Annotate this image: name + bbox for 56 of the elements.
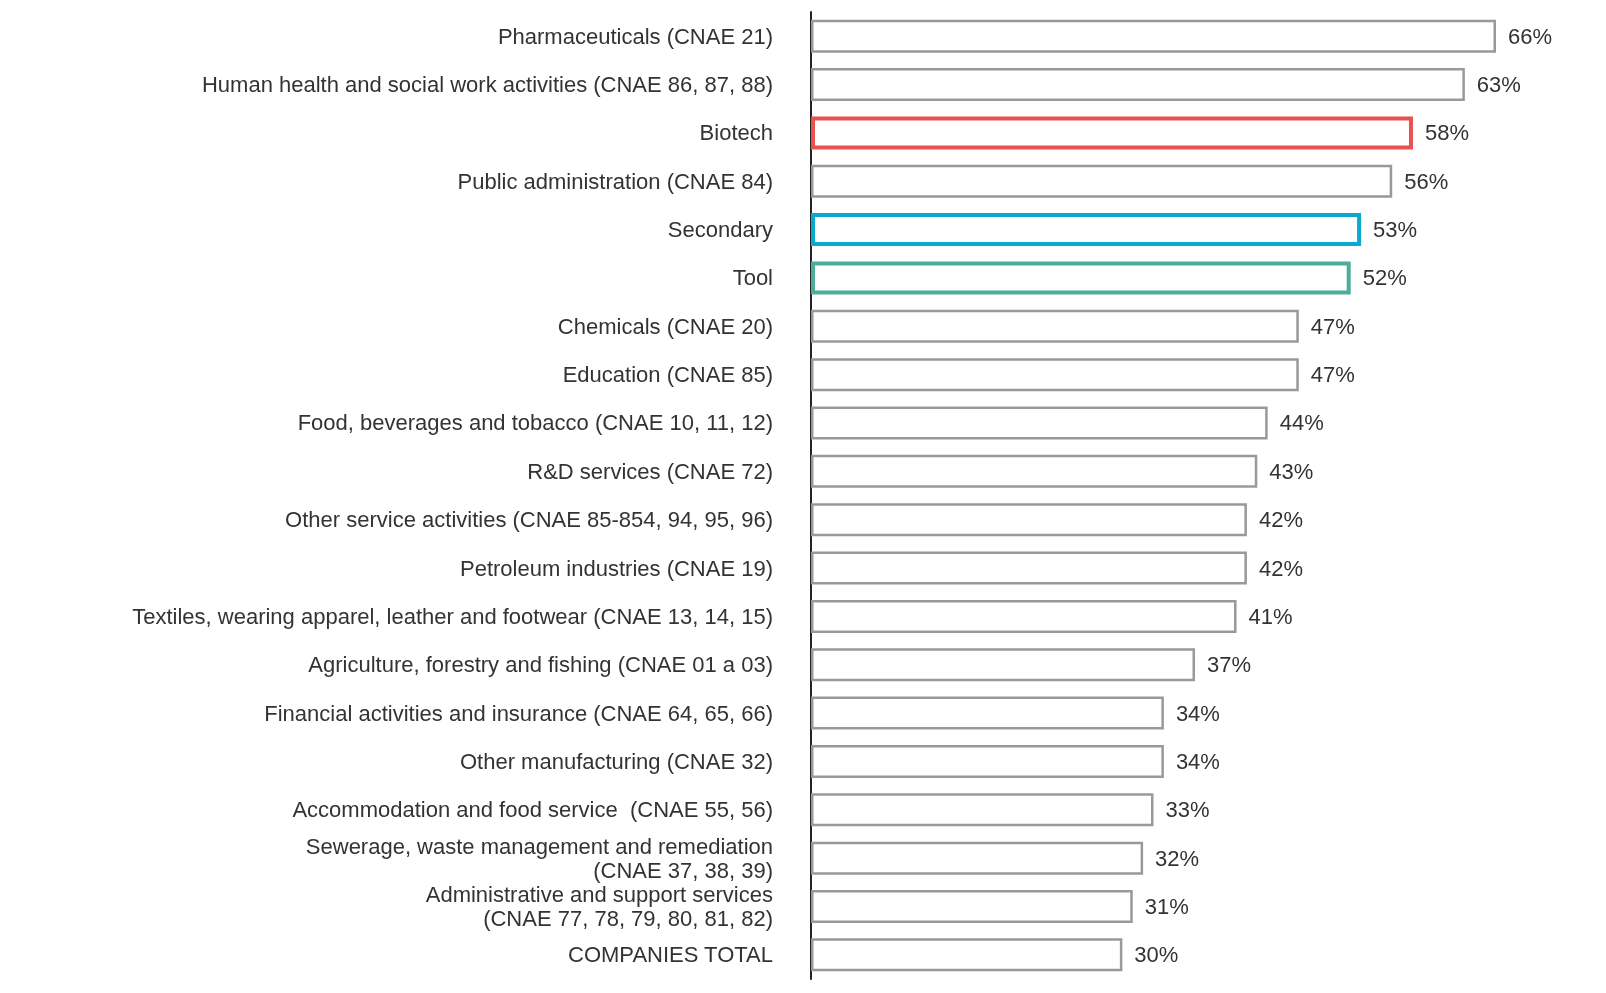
data-label: 52% — [1362, 265, 1407, 291]
y-tick-label: Financial activities and insurance (CNAE 64, 65, 66) — [264, 700, 773, 726]
data-label: 66% — [1508, 23, 1553, 49]
bar — [811, 889, 1133, 923]
y-tick-label: COMPANIES TOTAL — [568, 942, 773, 968]
bar — [811, 309, 1299, 343]
data-label: 30% — [1134, 942, 1179, 968]
bar — [811, 406, 1268, 440]
y-tick-label: Secondary — [667, 217, 773, 243]
data-label: 42% — [1258, 507, 1303, 533]
data-label: 33% — [1165, 797, 1210, 823]
y-tick-label: Public administration (CNAE 84) — [457, 168, 773, 194]
data-label: 43% — [1269, 458, 1314, 484]
bar — [811, 696, 1164, 730]
bar — [811, 744, 1164, 778]
y-tick-label: Other service activities (CNAE 85-854, 94, 95, 96) — [285, 507, 773, 533]
y-tick-label: Other manufacturing (CNAE 32) — [459, 748, 773, 774]
y-tick-label: Petroleum industries (CNAE 19) — [459, 555, 773, 581]
data-label: 31% — [1144, 893, 1189, 919]
y-tick-label: Food, beverages and tobacco (CNAE 10, 11, 12) — [297, 410, 773, 436]
y-tick-label: Textiles, wearing apparel, leather and footwear (CNAE 13, 14, 15) — [132, 603, 773, 629]
y-tick-label: Agriculture, forestry and fishing (CNAE 01 a 03) — [308, 652, 773, 678]
data-label: 44% — [1279, 410, 1324, 436]
bar — [811, 841, 1144, 875]
bar — [811, 454, 1258, 488]
data-label: 47% — [1310, 313, 1355, 339]
bar — [811, 164, 1393, 198]
y-tick-label: R&D services (CNAE 72) — [527, 458, 773, 484]
bar — [811, 793, 1154, 827]
y-tick-label: Chemicals (CNAE 20) — [557, 313, 773, 339]
data-label: 53% — [1373, 217, 1418, 243]
data-label: 41% — [1248, 603, 1293, 629]
bar — [811, 551, 1247, 585]
data-label: 34% — [1175, 748, 1220, 774]
data-label: 58% — [1424, 120, 1470, 146]
y-tick-label: Sewerage, waste management and remediation (CNAE 37, 38, 39) — [305, 833, 773, 883]
data-label: 56% — [1404, 168, 1449, 194]
y-tick-label: Human health and social work activities (CNAE 86, 87, 88) — [201, 72, 773, 98]
bar — [811, 19, 1496, 53]
bar — [811, 938, 1123, 972]
y-tick-label: Pharmaceuticals (CNAE 21) — [497, 23, 773, 49]
bar — [811, 358, 1299, 392]
data-label: 34% — [1175, 700, 1220, 726]
bar — [811, 68, 1465, 102]
data-label: 63% — [1476, 72, 1521, 98]
data-label: 37% — [1207, 652, 1252, 678]
y-tick-label: Accommodation and food service (CNAE 55, 56) — [292, 797, 773, 823]
bar — [811, 503, 1247, 537]
y-tick-label: Biotech — [699, 120, 773, 146]
bar — [811, 599, 1237, 633]
data-label: 42% — [1258, 555, 1303, 581]
y-tick-label: Tool — [732, 265, 773, 291]
bar — [811, 648, 1196, 682]
y-tick-label: Education (CNAE 85) — [562, 362, 773, 388]
data-label: 32% — [1155, 845, 1200, 871]
data-label: 47% — [1310, 362, 1355, 388]
